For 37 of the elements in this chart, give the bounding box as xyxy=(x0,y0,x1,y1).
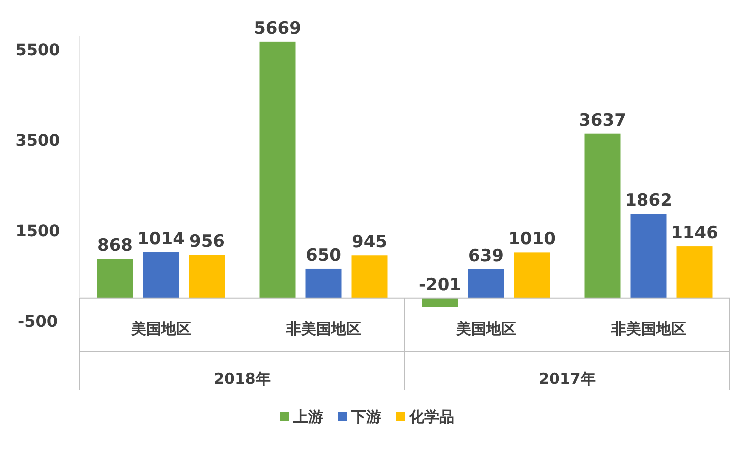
bar xyxy=(676,246,713,298)
y-tick-label: 1500 xyxy=(16,222,60,241)
y-tick-label: 3500 xyxy=(16,131,60,150)
data-label: 1862 xyxy=(625,191,672,212)
data-label: 639 xyxy=(468,246,504,266)
bar xyxy=(97,259,134,298)
y-tick-label: -500 xyxy=(18,312,58,331)
bar xyxy=(143,252,180,298)
bar xyxy=(584,134,621,298)
legend-label: 化学品 xyxy=(408,408,454,426)
data-label: 956 xyxy=(190,232,225,252)
bar xyxy=(630,214,667,298)
legend-label: 上游 xyxy=(292,408,324,426)
data-label: 1014 xyxy=(138,230,186,250)
x-tick-label: 非美国地区 xyxy=(610,320,686,338)
text: 2018年 xyxy=(214,370,271,388)
x-tick-label: 非美国地区 xyxy=(285,320,362,338)
bar xyxy=(352,256,388,298)
x-tick-label: 美国地区 xyxy=(455,320,516,338)
bar xyxy=(422,298,458,308)
bar xyxy=(468,269,504,298)
y-tick-label: 5500 xyxy=(16,40,60,60)
data-label: 650 xyxy=(306,246,342,266)
data-label: 868 xyxy=(98,236,133,256)
data-label: 5669 xyxy=(254,18,302,39)
bar xyxy=(189,255,226,298)
legend-label: 下游 xyxy=(350,408,382,426)
data-label: 1146 xyxy=(671,224,718,244)
data-label: -201 xyxy=(418,275,462,296)
x-tick-label: 美国地区 xyxy=(130,320,192,338)
data-label: 945 xyxy=(352,232,388,253)
bar xyxy=(260,42,296,298)
text: 2017年 xyxy=(539,370,596,388)
bar xyxy=(306,268,342,298)
bar xyxy=(514,252,550,298)
data-label: 3637 xyxy=(579,110,626,131)
data-label: 1010 xyxy=(508,230,556,250)
